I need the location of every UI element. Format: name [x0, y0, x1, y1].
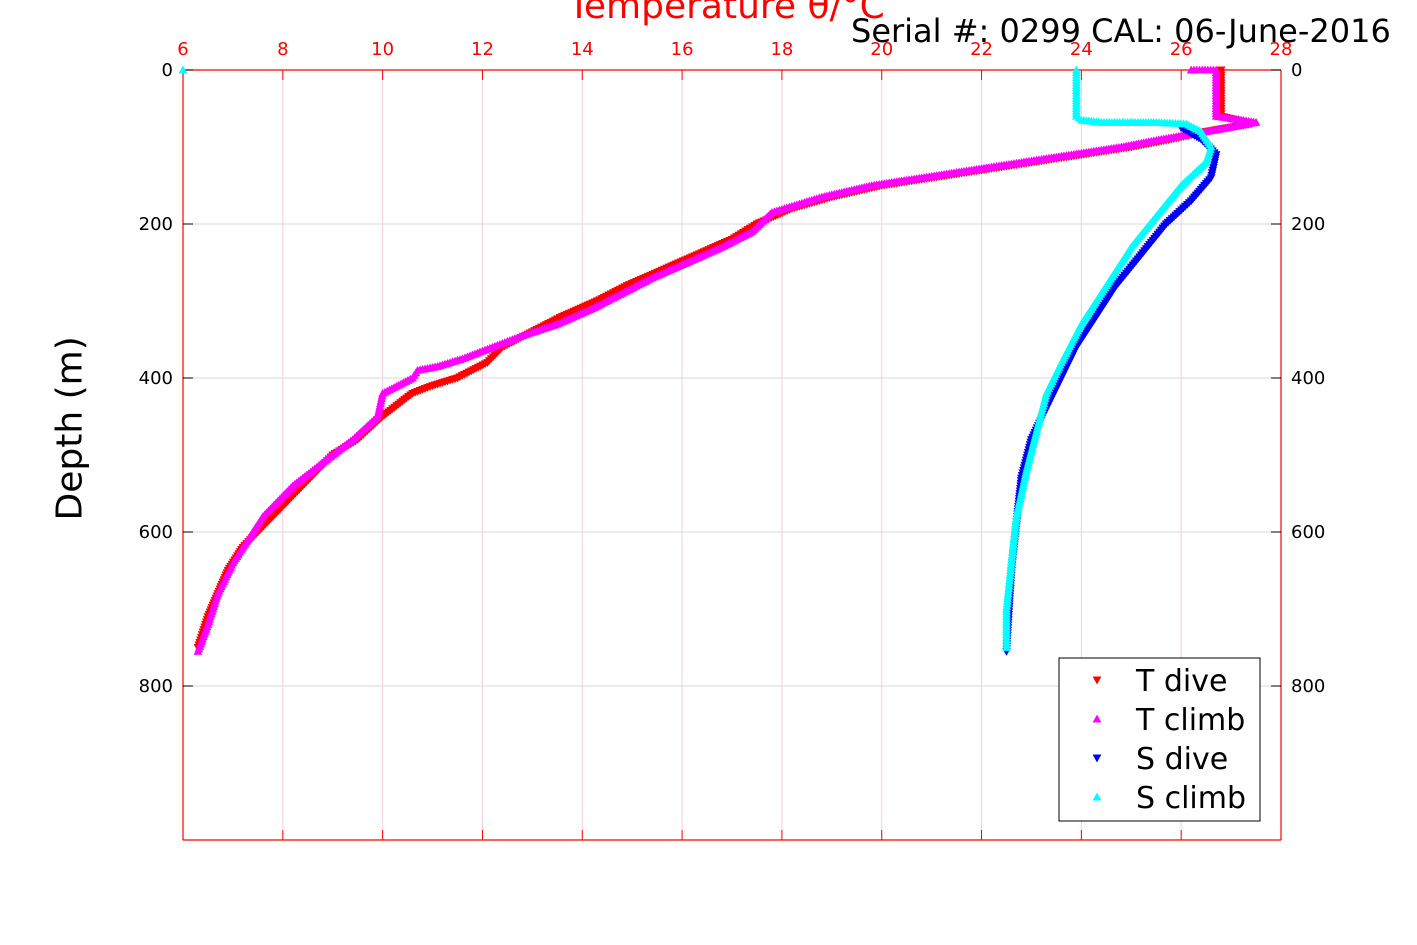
x-tick-label: 26	[1170, 39, 1193, 60]
x-tick-label: 28	[1270, 39, 1293, 60]
y-tick-label-left: 600	[139, 522, 173, 543]
x-tick-label: 16	[671, 39, 694, 60]
y-tick-label-left: 200	[139, 214, 173, 235]
y-tick-label-left: 400	[139, 368, 173, 389]
legend-marker	[1092, 676, 1102, 685]
y-tick-label-right: 800	[1291, 676, 1325, 697]
legend-marker	[1092, 714, 1102, 723]
y-tick-label-left: 0	[162, 60, 173, 81]
y-tick-label-right: 600	[1291, 522, 1325, 543]
s-climb-point	[1002, 642, 1011, 651]
legend-marker	[1092, 792, 1102, 801]
y-tick-label-left: 800	[139, 676, 173, 697]
x-tick-label: 14	[571, 39, 594, 60]
legend-marker	[1092, 754, 1102, 763]
x-tick-label: 18	[770, 39, 793, 60]
y-tick-label-right: 200	[1291, 214, 1325, 235]
legend-label: S dive	[1136, 742, 1228, 777]
legend-label: S climb	[1136, 781, 1246, 816]
s-climb-point	[178, 65, 188, 74]
y-tick-label-right: 0	[1291, 60, 1302, 81]
x-tick-label: 24	[1070, 39, 1093, 60]
x-tick-label: 12	[471, 39, 494, 60]
x-tick-label: 8	[277, 39, 288, 60]
legend-box	[1058, 657, 1261, 822]
x-tick-label: 20	[870, 39, 893, 60]
legend-label: T climb	[1135, 703, 1245, 738]
chart-subtitle: Serial #: 0299 CAL: 06-June-2016	[851, 12, 1391, 50]
legend-label: T dive	[1135, 664, 1227, 699]
x-tick-label: 10	[371, 39, 394, 60]
y-tick-label-right: 400	[1291, 368, 1325, 389]
x-tick-label: 6	[177, 39, 188, 60]
chart-title: Temperature θ/°C	[568, 0, 885, 27]
t-climb-point	[193, 646, 203, 655]
x-tick-label: 22	[970, 39, 993, 60]
